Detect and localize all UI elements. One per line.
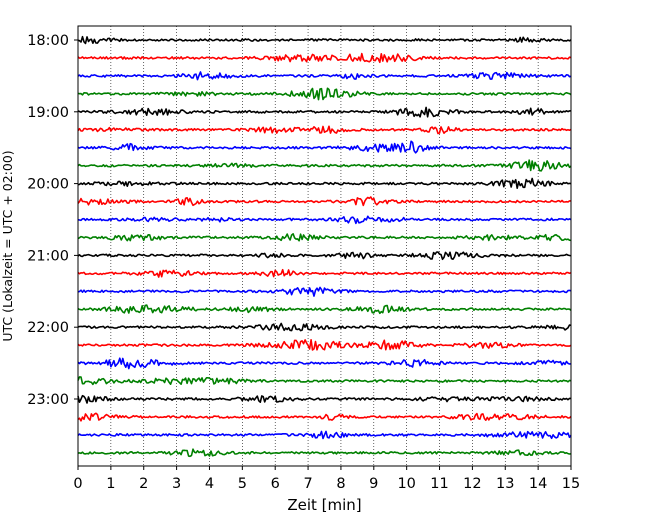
x-tick-label-4: 4: [205, 476, 214, 492]
x-tick-label-0: 0: [73, 476, 82, 492]
x-tick-label-1: 1: [106, 476, 115, 492]
trace-2315: [77, 412, 572, 422]
y-tick-label-2: 20:00: [27, 177, 69, 193]
x-tick-label-2: 2: [139, 476, 148, 492]
trace-2300: [77, 394, 571, 404]
trace-1800: [77, 35, 572, 45]
y-tick-label-3: 21:00: [27, 248, 69, 264]
x-tick-label-11: 11: [430, 476, 448, 492]
axis-layer: 0 1 2 3 4 5 6 7 8 9 10 11 12 13 14 1518:0019:0020:0021:…: [27, 33, 580, 492]
trace-1930: [77, 140, 572, 154]
trace-2115: [77, 268, 572, 278]
trace-2130: [77, 286, 572, 297]
x-tick-label-14: 14: [529, 476, 547, 492]
y-axis-label: UTC (Lokalzeit = UTC + 02:00): [0, 150, 15, 341]
trace-2045: [77, 233, 572, 242]
trace-1845: [77, 87, 572, 101]
x-tick-label-5: 5: [238, 476, 247, 492]
trace-1915: [77, 125, 572, 135]
trace-2000: [77, 177, 572, 189]
x-tick-label-8: 8: [336, 476, 345, 492]
trace-layer: [77, 35, 572, 458]
trace-2230: [77, 357, 572, 370]
trace-1830: [77, 71, 572, 81]
trace-1815: [77, 52, 572, 64]
x-tick-label-3: 3: [172, 476, 181, 492]
y-tick-label-5: 23:00: [27, 392, 69, 408]
y-tick-label-4: 22:00: [27, 320, 69, 336]
trace-2100: [77, 251, 572, 261]
x-tick-label-9: 9: [369, 476, 378, 492]
plot-frame: [77, 25, 572, 467]
trace-2030: [77, 215, 572, 225]
x-axis-label: Zeit [min]: [287, 496, 361, 514]
y-tick-label-0: 18:00: [27, 33, 69, 49]
trace-2145: [77, 304, 572, 315]
trace-2330: [77, 430, 572, 440]
trace-2200: [77, 322, 572, 332]
trace-1900: [77, 106, 572, 118]
x-tick-label-12: 12: [463, 476, 481, 492]
x-tick-label-10: 10: [397, 476, 415, 492]
x-tick-label-13: 13: [496, 476, 514, 492]
x-tick-label-7: 7: [303, 476, 312, 492]
x-tick-label-6: 6: [271, 476, 280, 492]
trace-2245: [77, 376, 572, 386]
grid-layer: [110, 26, 539, 466]
trace-2015: [77, 196, 571, 207]
trace-2345: [77, 448, 572, 458]
trace-2215: [77, 339, 572, 351]
y-tick-label-1: 19:00: [27, 105, 69, 121]
x-tick-label-15: 15: [562, 476, 580, 492]
trace-1945: [77, 159, 572, 172]
